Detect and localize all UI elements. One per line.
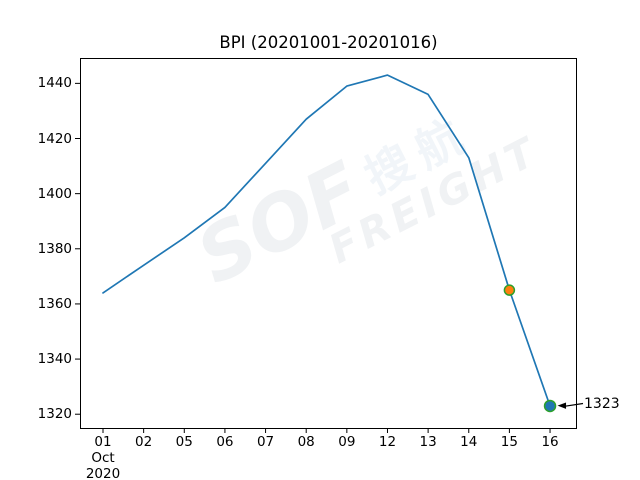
y-tick-label: 1400 <box>37 185 72 202</box>
x-tick-label: 07 <box>256 434 275 450</box>
x-axis-date-line: Oct <box>91 450 115 466</box>
y-tick-label: 1360 <box>37 295 72 312</box>
x-tick-label: 05 <box>175 434 193 450</box>
y-tick-label: 1340 <box>37 351 72 368</box>
x-tick-label: 08 <box>297 434 315 450</box>
x-axis-date-line: 2020 <box>85 466 121 480</box>
x-tick-label: 15 <box>500 434 518 450</box>
x-tick-label: 06 <box>216 434 234 450</box>
x-tick-label: 02 <box>135 434 153 450</box>
plot-area <box>80 58 577 429</box>
annotation-last-value: 1323 <box>584 396 620 412</box>
x-tick-label: 01 <box>94 434 112 450</box>
y-tick-label: 1320 <box>37 406 72 423</box>
chart-title: BPI (20201001-20201016) <box>219 33 438 52</box>
y-tick-label: 1440 <box>37 75 72 92</box>
x-tick-label: 13 <box>419 434 437 450</box>
x-tick-label: 16 <box>541 434 559 450</box>
y-tick-label: 1380 <box>37 240 72 257</box>
x-tick-label: 14 <box>460 434 478 450</box>
y-tick-label: 1420 <box>37 130 72 147</box>
x-tick-label: 12 <box>378 434 397 450</box>
x-tick-label: 09 <box>338 434 356 450</box>
